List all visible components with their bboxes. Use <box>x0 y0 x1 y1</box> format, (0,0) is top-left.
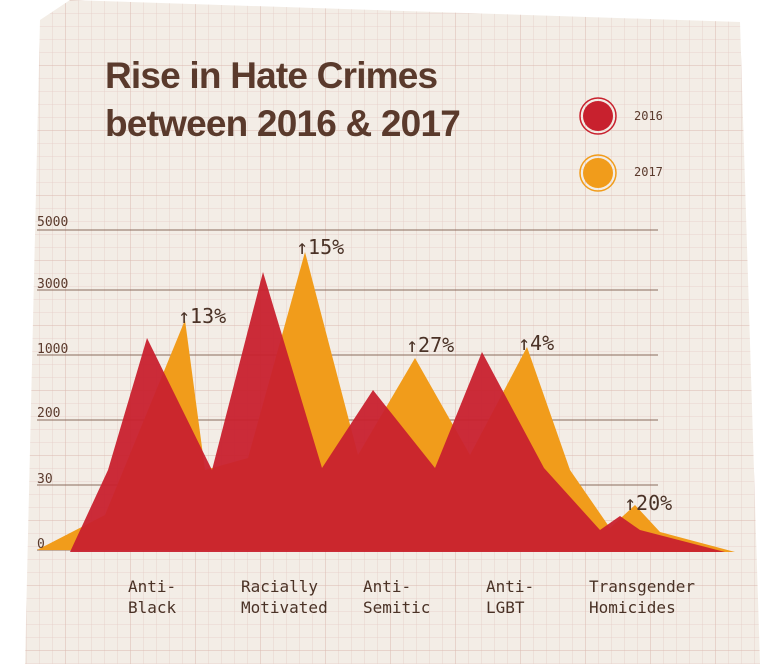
category-label-racially-motivated: Racially Motivated <box>241 576 328 618</box>
category-line: Anti- <box>128 577 177 596</box>
title-line-2: between 2016 & 2017 <box>105 103 461 144</box>
category-line: Semitic <box>363 598 431 617</box>
change-label-anti-black: ↑13% <box>178 304 227 328</box>
legend-label-2016: 2016 <box>634 109 663 123</box>
category-label-anti-lgbt: Anti- LGBT <box>486 576 534 618</box>
y-tick-label: 200 <box>37 406 61 421</box>
legend-swatch-2017 <box>583 158 613 188</box>
change-label-anti-semitic: ↑27% <box>406 333 455 357</box>
category-line: Transgender <box>589 577 695 596</box>
y-tick-label: 1000 <box>37 342 69 357</box>
category-line: Motivated <box>241 598 328 617</box>
title-line-1: Rise in Hate Crimes <box>105 55 438 96</box>
change-label-anti-lgbt: ↑4% <box>518 331 555 355</box>
category-line: Anti- <box>363 577 412 596</box>
legend-label-2017: 2017 <box>634 165 663 179</box>
legend <box>579 97 617 192</box>
category-line: Black <box>128 598 177 617</box>
category-line: Homicides <box>589 598 676 617</box>
legend-swatch-2016 <box>583 101 613 131</box>
change-label-transgender-homicides: ↑20% <box>624 491 673 515</box>
category-label-anti-semitic: Anti- Semitic <box>363 576 430 618</box>
series-area-2016 <box>70 272 725 552</box>
category-line: Racially <box>241 577 319 596</box>
category-label-transgender-homicides: Transgender Homicides <box>589 576 695 618</box>
legend-ring-2016 <box>579 97 617 135</box>
series-areas <box>37 252 735 552</box>
change-label-racially-motivated: ↑15% <box>296 235 345 259</box>
legend-ring-2017 <box>579 154 617 192</box>
y-tick-label: 30 <box>37 472 53 487</box>
y-tick-label: 0 <box>37 537 45 552</box>
chart-title: Rise in Hate Crimes between 2016 & 2017 <box>105 52 461 148</box>
category-label-anti-black: Anti- Black <box>128 576 176 618</box>
category-line: Anti- <box>486 577 535 596</box>
y-tick-label: 5000 <box>37 215 69 230</box>
category-line: LGBT <box>486 598 525 617</box>
y-tick-label: 3000 <box>37 277 69 292</box>
